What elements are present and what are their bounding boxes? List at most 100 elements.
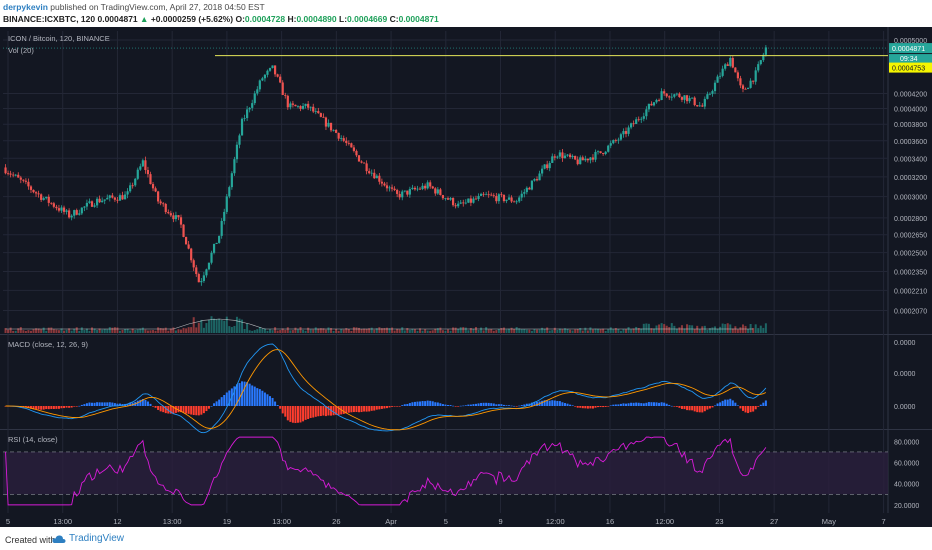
volume-bar: [406, 328, 409, 333]
macd-histogram-bar: [739, 406, 742, 409]
macd-histogram-bar: [271, 397, 274, 406]
macd-histogram-bar: [614, 404, 617, 406]
tradingview-logo[interactable]: TradingView: [52, 533, 124, 544]
volume-bar: [154, 330, 157, 333]
volume-bar: [696, 325, 699, 333]
price-tick-label: 0.0004000: [894, 106, 927, 113]
macd-histogram-bar: [187, 406, 190, 414]
volume-bar: [233, 325, 236, 333]
candle-body: [139, 166, 142, 170]
macd-histogram-bar: [546, 400, 549, 406]
candle-body: [182, 224, 185, 237]
macd-histogram-bar: [424, 401, 427, 406]
macd-histogram-bar: [169, 406, 172, 414]
candle-body: [492, 195, 495, 197]
macd-histogram-bar: [332, 406, 335, 416]
macd-histogram-bar: [190, 406, 193, 415]
macd-histogram-bar: [309, 406, 312, 418]
time-axis-label: 13:00: [53, 517, 72, 526]
volume-bar: [764, 323, 767, 333]
macd-histogram-bar: [83, 404, 86, 406]
volume-bar: [190, 327, 193, 333]
macd-histogram-bar: [391, 406, 394, 407]
macd-histogram-bar: [462, 405, 465, 407]
volume-bar: [647, 323, 650, 333]
volume-bar: [32, 329, 35, 333]
volume-bar: [210, 316, 213, 333]
volume-bar: [126, 328, 129, 333]
candle-body: [332, 129, 335, 131]
volume-bar: [421, 330, 424, 333]
time-axis-label: 5: [6, 517, 10, 526]
candle-body: [439, 189, 442, 196]
macd-histogram-bar: [525, 403, 528, 406]
candle-body: [75, 210, 78, 215]
macd-histogram-bar: [42, 406, 45, 410]
candle-body: [276, 74, 279, 77]
symbol-ohlc-line: BINANCE:ICXBTC, 120 0.0004871 ▲ +0.00002…: [3, 14, 439, 24]
macd-histogram-bar: [314, 406, 317, 417]
macd-histogram-bar: [617, 404, 620, 406]
volume-bar: [83, 330, 86, 333]
candle-body: [65, 210, 68, 212]
candle-body: [279, 76, 282, 83]
candle-body: [749, 80, 752, 88]
candle-body: [93, 205, 96, 207]
macd-histogram-bar: [508, 405, 511, 406]
candle-body: [462, 202, 465, 204]
macd-histogram-bar: [180, 406, 183, 413]
macd-histogram-bar: [218, 399, 221, 406]
volume-bar: [619, 330, 622, 333]
macd-histogram-bar: [406, 403, 409, 406]
macd-histogram-bar: [444, 404, 447, 406]
candle-body: [487, 194, 490, 196]
candle-body: [70, 215, 73, 218]
volume-bar: [172, 327, 175, 333]
candle-body: [449, 198, 452, 200]
volume-bar: [205, 323, 208, 333]
volume-bar: [711, 327, 714, 333]
volume-bar: [523, 329, 526, 333]
volume-bar: [515, 327, 518, 333]
candle-body: [98, 198, 101, 203]
volume-bar: [566, 328, 569, 333]
volume-bar: [500, 328, 503, 333]
macd-histogram-bar: [55, 406, 58, 409]
price-tick-label: 0.0002070: [894, 308, 927, 315]
candle-body: [490, 194, 493, 196]
macd-histogram-bar: [480, 402, 483, 406]
volume-bar: [584, 327, 587, 333]
macd-histogram-bar: [294, 406, 297, 424]
macd-histogram-bar: [63, 406, 66, 409]
volume-bar: [419, 328, 422, 333]
candle-body: [652, 102, 656, 106]
candle-body: [268, 68, 272, 71]
volume-bar: [98, 328, 101, 333]
volume-bar: [368, 328, 371, 333]
candle-body: [436, 189, 439, 194]
volume-bar: [701, 326, 704, 333]
volume-bar: [625, 329, 628, 333]
macd-histogram-bar: [205, 406, 208, 412]
macd-histogram-bar: [566, 403, 569, 406]
candle-body: [561, 152, 564, 159]
close-value: 0.0004871: [398, 14, 439, 24]
candle-body: [179, 217, 183, 225]
volume-bar: [42, 327, 45, 333]
candle-body: [383, 183, 386, 186]
volume-bar: [70, 330, 73, 333]
author-link[interactable]: derpykevin: [3, 2, 48, 12]
macd-histogram-bar: [159, 406, 162, 412]
macd-histogram-bar: [490, 403, 493, 406]
cloud-icon: [52, 534, 66, 543]
time-axis-label: 26: [332, 517, 340, 526]
candle-body: [271, 65, 274, 69]
rsi-band: [3, 451, 888, 495]
volume-bar: [731, 328, 734, 333]
volume-bar: [332, 330, 335, 333]
volume-bar: [131, 328, 134, 333]
candle-body: [388, 187, 391, 189]
volume-bar: [452, 327, 455, 333]
macd-histogram-bar: [365, 406, 368, 412]
chart-canvas[interactable]: 0.0005000 0.0004200 0.0004000 0.0003800 0.00…: [0, 27, 932, 527]
